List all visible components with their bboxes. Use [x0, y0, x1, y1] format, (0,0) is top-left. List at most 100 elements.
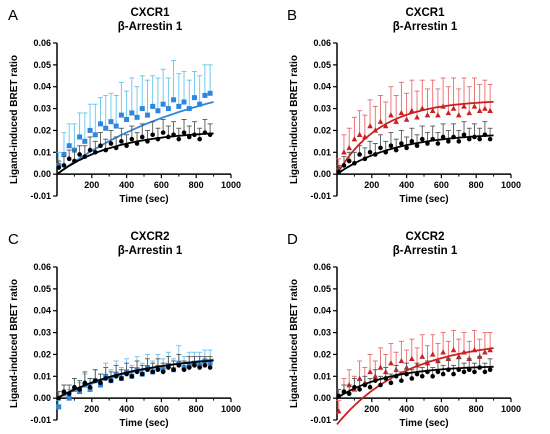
series-triangle [335, 77, 494, 175]
data-point [476, 107, 483, 113]
data-point [346, 158, 352, 164]
x-tick-label: 800 [189, 180, 204, 190]
y-tick-label: 0.06 [33, 38, 51, 48]
chart-panel-a: A CXCR1 β-Arrestin 1 -0.01 0.00 0.01 0.02 0.03 0… [8, 7, 241, 205]
y-tick-label: 0.00 [33, 169, 51, 179]
y-tick-label: -0.01 [30, 191, 51, 201]
data-point [145, 367, 150, 373]
data-point [388, 112, 394, 118]
data-point [356, 131, 363, 137]
data-point [150, 103, 156, 109]
data-point [367, 368, 373, 375]
data-point [191, 95, 197, 101]
data-point [186, 106, 192, 112]
data-point [435, 112, 441, 118]
x-tick-label: 200 [364, 180, 379, 190]
panel-letter: C [8, 231, 19, 248]
data-point [372, 127, 379, 133]
data-point [139, 106, 145, 112]
data-point [429, 351, 436, 357]
data-point [72, 384, 77, 390]
data-point [98, 121, 103, 127]
data-point [197, 136, 202, 142]
data-point [456, 353, 462, 359]
data-point [378, 145, 383, 151]
x-tick-label: 800 [189, 404, 204, 414]
data-point [409, 107, 415, 113]
y-tick-label: 0.01 [313, 371, 331, 381]
data-point [66, 156, 72, 162]
data-point [207, 132, 213, 138]
panel-letter: B [287, 7, 297, 24]
y-tick-label: -0.01 [30, 415, 51, 425]
data-point [398, 109, 405, 116]
data-point [108, 378, 114, 383]
data-point [352, 160, 357, 166]
data-point [155, 108, 161, 114]
y-tick-label: 0.05 [313, 284, 331, 294]
data-point [56, 395, 62, 401]
data-point [399, 141, 404, 146]
data-point [139, 134, 145, 140]
data-point [176, 363, 182, 368]
data-point [202, 92, 208, 98]
chart-title: CXCR1 [406, 7, 446, 19]
data-point [129, 136, 135, 142]
data-point [87, 127, 93, 133]
data-point [82, 380, 88, 386]
x-axis-label: Time (sec) [119, 418, 168, 429]
data-point [352, 384, 357, 390]
y-tick-label: 0.01 [33, 371, 51, 381]
chart-panel-c: C CXCR2 β-Arrestin 1 -0.01 0.00 0.01 0.02 0.03 0… [8, 231, 241, 429]
data-point [197, 365, 202, 370]
y-tick-label: 0.00 [33, 393, 51, 403]
data-point [103, 376, 109, 381]
data-point [356, 375, 363, 381]
data-point [456, 112, 462, 118]
data-point [477, 136, 482, 142]
data-point [450, 347, 457, 353]
data-point [362, 133, 368, 140]
data-point [192, 363, 197, 368]
panel-letter: D [287, 231, 298, 248]
data-point [336, 169, 342, 175]
y-tick-label: 0.02 [313, 349, 331, 359]
x-tick-label: 1000 [501, 180, 521, 190]
series-square [56, 60, 214, 175]
chart-subtitle: β-Arrestin 1 [393, 245, 458, 257]
y-tick-label: -0.01 [310, 191, 331, 201]
data-point [150, 132, 155, 138]
data-point [166, 365, 171, 370]
y-axis-label: Ligand-induced BRET ratio [9, 55, 20, 184]
data-point [367, 149, 373, 155]
data-point [425, 369, 430, 375]
data-point [192, 132, 197, 138]
y-tick-label: 0.05 [313, 60, 331, 70]
y-tick-label: 0.04 [33, 82, 51, 92]
data-point [440, 371, 446, 377]
data-point [56, 165, 62, 170]
data-point [98, 380, 103, 386]
x-axis-label: Time (sec) [399, 418, 448, 429]
data-point [404, 371, 409, 377]
x-tick-label: 400 [399, 404, 414, 414]
data-point [134, 114, 140, 120]
data-point [119, 376, 124, 381]
data-point [367, 384, 373, 390]
data-point [351, 136, 358, 142]
data-point [77, 387, 82, 392]
data-point [430, 136, 436, 142]
data-point [139, 371, 145, 377]
data-point [461, 103, 467, 109]
series-square [56, 345, 214, 410]
data-point [451, 134, 456, 140]
chart-panel-b: B CXCR1 β-Arrestin 1 -0.01 0.00 0.01 0.02 0.03 0… [287, 7, 521, 205]
data-point [145, 139, 150, 144]
data-point [108, 119, 114, 125]
data-point [202, 363, 208, 368]
data-point [471, 347, 478, 353]
data-point [388, 360, 394, 366]
data-point [424, 112, 431, 118]
x-tick-label: 600 [434, 404, 449, 414]
